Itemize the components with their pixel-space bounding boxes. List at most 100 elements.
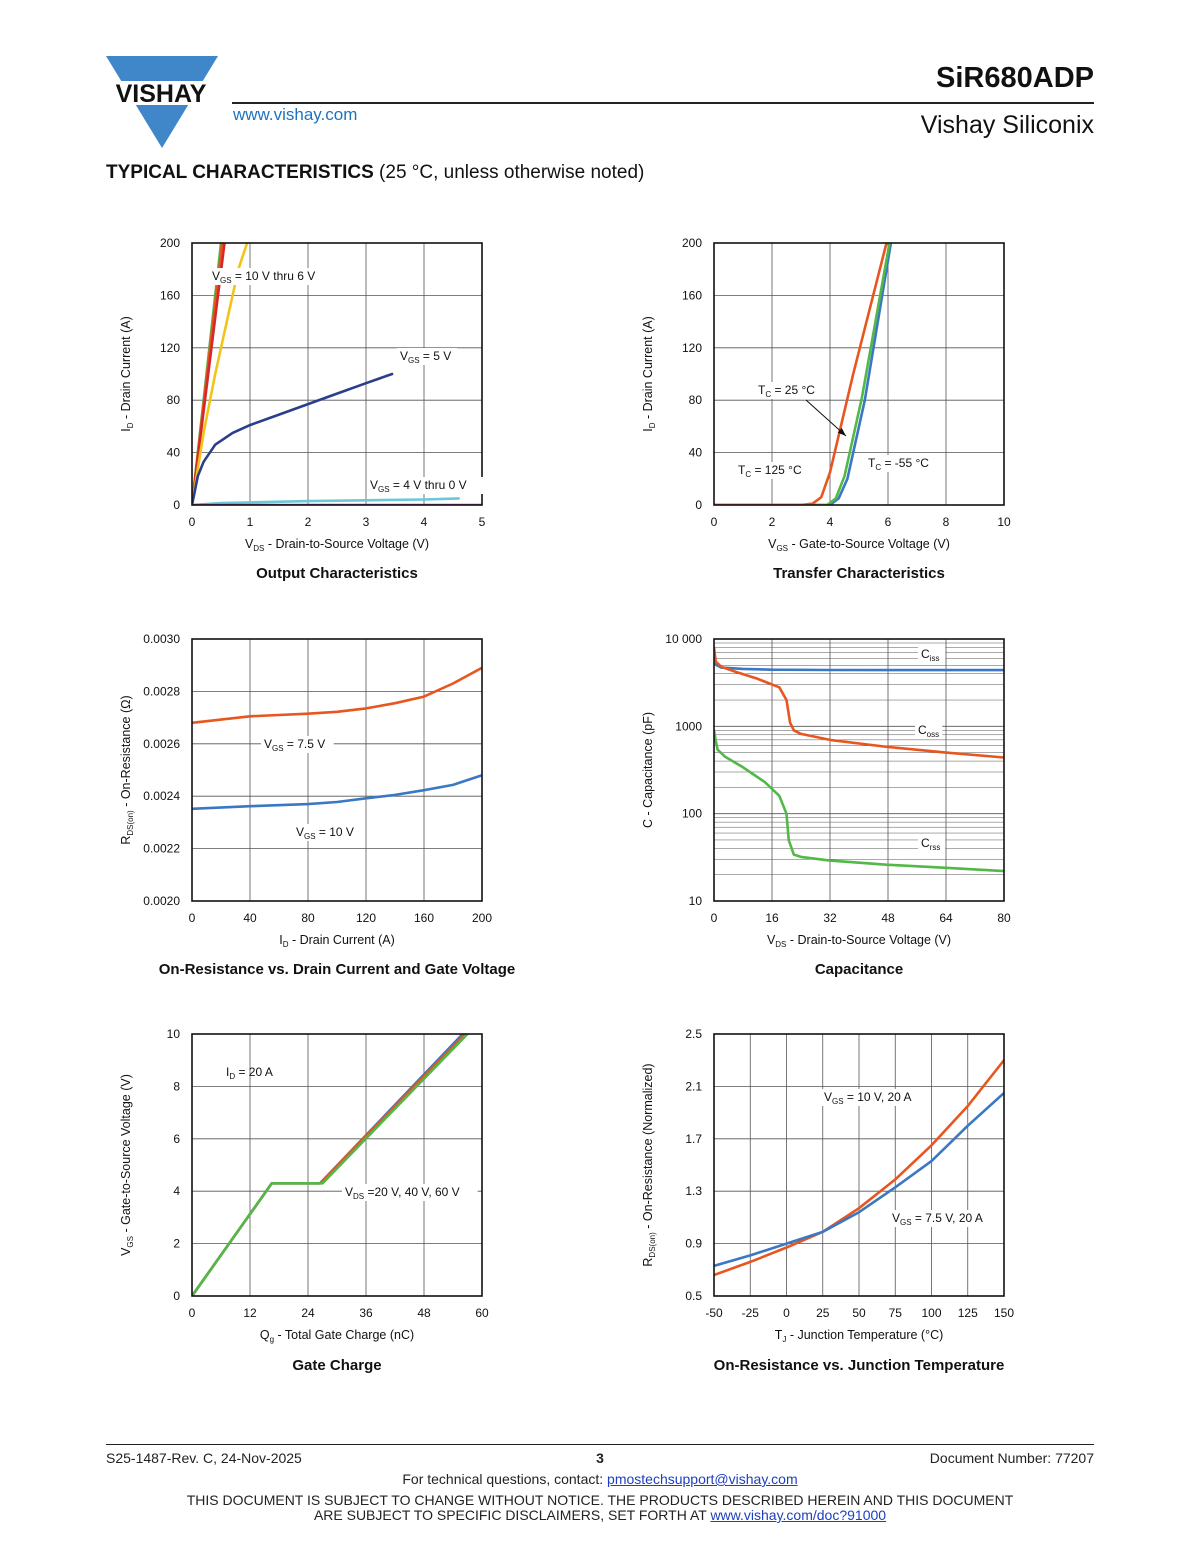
y-tick-label: 40 [689,446,703,460]
x-tick-label: 0 [783,1306,790,1320]
y-axis-label: RDS(on) - On-Resistance (Normalized) [641,1063,657,1266]
label-main: V [119,1247,133,1256]
chart-caption: Transfer Characteristics [773,565,945,582]
chart-transfer: 0 2 4 6 8 10 0 40 80 120 160 200 VGS - Gate-to-Sourc… [641,236,1011,582]
plot-frame [191,242,483,506]
label-main: I [279,933,282,947]
x-tick-label: 0 [189,911,196,925]
label-subscript: GS [900,1218,912,1227]
annotation-bg [889,1210,1000,1227]
label-subscript: GS [378,485,390,494]
label-rest: - Junction Temperature (°C) [786,1328,943,1342]
x-tick-label: 6 [885,515,892,529]
chart-cap: 0 16 32 48 64 80 10 100 1000 10 000 VDS - Drain-to… [641,632,1011,978]
vishay-logo-mark: VISHAY [104,56,220,148]
x-axis-label: VGS - Gate-to-Source Voltage (V) [768,537,950,553]
plot-frame [713,1033,1005,1297]
x-tick-label: 120 [356,911,376,925]
contact-email-link[interactable]: pmostechsupport@vishay.com [607,1471,798,1487]
y-tick-label: 160 [682,288,702,302]
label-main: I [226,1065,229,1079]
label-main: V [245,537,254,551]
x-tick-label: 0 [189,1306,196,1320]
disclaimer-line-2: ARE SUBJECT TO SPECIFIC DISCLAIMERS, SET… [0,1508,1200,1523]
label-subscript: D [126,422,135,428]
x-axis-label: TJ - Junction Temperature (°C) [775,1328,944,1344]
label-rest: = 7.5 V [284,737,326,751]
annotation-bg [367,477,484,494]
series-line-0 [192,666,482,725]
x-tick-label: 32 [823,911,837,925]
plot-frame [713,242,1005,506]
label-subscript: C [745,470,751,479]
document-number: Document Number: 77207 [929,1450,1094,1466]
label-rest: - Drain-to-Source Voltage (V) [786,933,951,947]
label-rest: = 7.5 V, 20 A [912,1211,983,1225]
x-tick-label: 0 [189,515,196,529]
section-title-rest: (25 °C, unless otherwise noted) [373,162,645,183]
chart-onrestemp: -50 -25 0 25 50 75 100 125 150 0.5 0.9 1.3 1.7 2.1 2.5… [641,1027,1014,1374]
series-line-0 [714,243,893,505]
annotation-bg [293,824,360,841]
series-line-0 [714,662,1004,672]
vishay-logo: VISHAY [104,54,220,150]
x-tick-label: 0 [711,911,718,925]
label-subscript: DS [353,1192,364,1201]
label-rest: - Gate-to-Source Voltage (V) [119,1074,133,1236]
label-main: C [921,836,930,850]
label-subscript: D [229,1072,235,1081]
label-main: V [768,537,777,551]
annotation-arrow-line [805,399,847,437]
x-tick-label: 160 [414,911,434,925]
x-tick-label: 1 [247,515,254,529]
annotation-label: Coss [918,723,939,739]
label-subscript: D [648,422,657,428]
y-tick-label: 8 [173,1079,180,1093]
label-subscript: GS [408,356,420,365]
page-number: 3 [596,1450,604,1466]
y-tick-label: 80 [167,393,181,407]
label-main: V [400,349,408,363]
label-subscript: DS(on) [126,810,135,836]
x-axis-label: ID - Drain Current (A) [279,933,395,949]
label-main: V [892,1211,900,1225]
label-main: C [918,723,927,737]
x-tick-label: 50 [852,1306,866,1320]
x-tick-label: 24 [301,1306,315,1320]
website-link[interactable]: www.vishay.com [233,105,358,124]
disclaimer-link[interactable]: www.vishay.com/doc?91000 [710,1507,887,1523]
label-rest: = 10 V [316,825,354,839]
x-tick-label: 12 [243,1306,257,1320]
x-tick-label: 4 [421,515,428,529]
x-tick-label: 64 [939,911,953,925]
x-tick-label: 80 [997,911,1011,925]
y-axis-label: VGS - Gate-to-Source Voltage (V) [119,1074,135,1256]
x-tick-label: 25 [816,1306,830,1320]
x-tick-label: 75 [889,1306,903,1320]
plot-frame [191,1033,483,1297]
annotation-label: VGS = 10 V [296,825,354,841]
section-title: TYPICAL CHARACTERISTICS (25 °C, unless o… [106,162,644,184]
chart-caption: Gate Charge [292,1357,381,1374]
label-rest: - On-Resistance (Ω) [119,695,133,810]
footer-rule [106,1444,1094,1445]
y-tick-label: 0.9 [685,1237,702,1251]
series-line-0 [714,1058,1004,1277]
x-tick-label: 150 [994,1306,1014,1320]
x-tick-label: -50 [705,1306,723,1320]
y-tick-label: 0.0020 [143,894,180,908]
y-axis-label: ID - Drain Current (A) [641,316,657,432]
annotation-label: Crss [921,836,940,852]
y-tick-label: 40 [167,446,181,460]
svg-text:VISHAY: VISHAY [116,80,207,108]
y-tick-label: 0.0026 [143,737,180,751]
annotation-label: TC = 125 °C [738,463,802,479]
series-line-1 [714,243,891,505]
label-main: T [758,383,766,397]
x-axis-label: VDS - Drain-to-Source Voltage (V) [245,537,429,553]
annotation-bg [755,382,823,399]
x-tick-label: -25 [742,1306,760,1320]
